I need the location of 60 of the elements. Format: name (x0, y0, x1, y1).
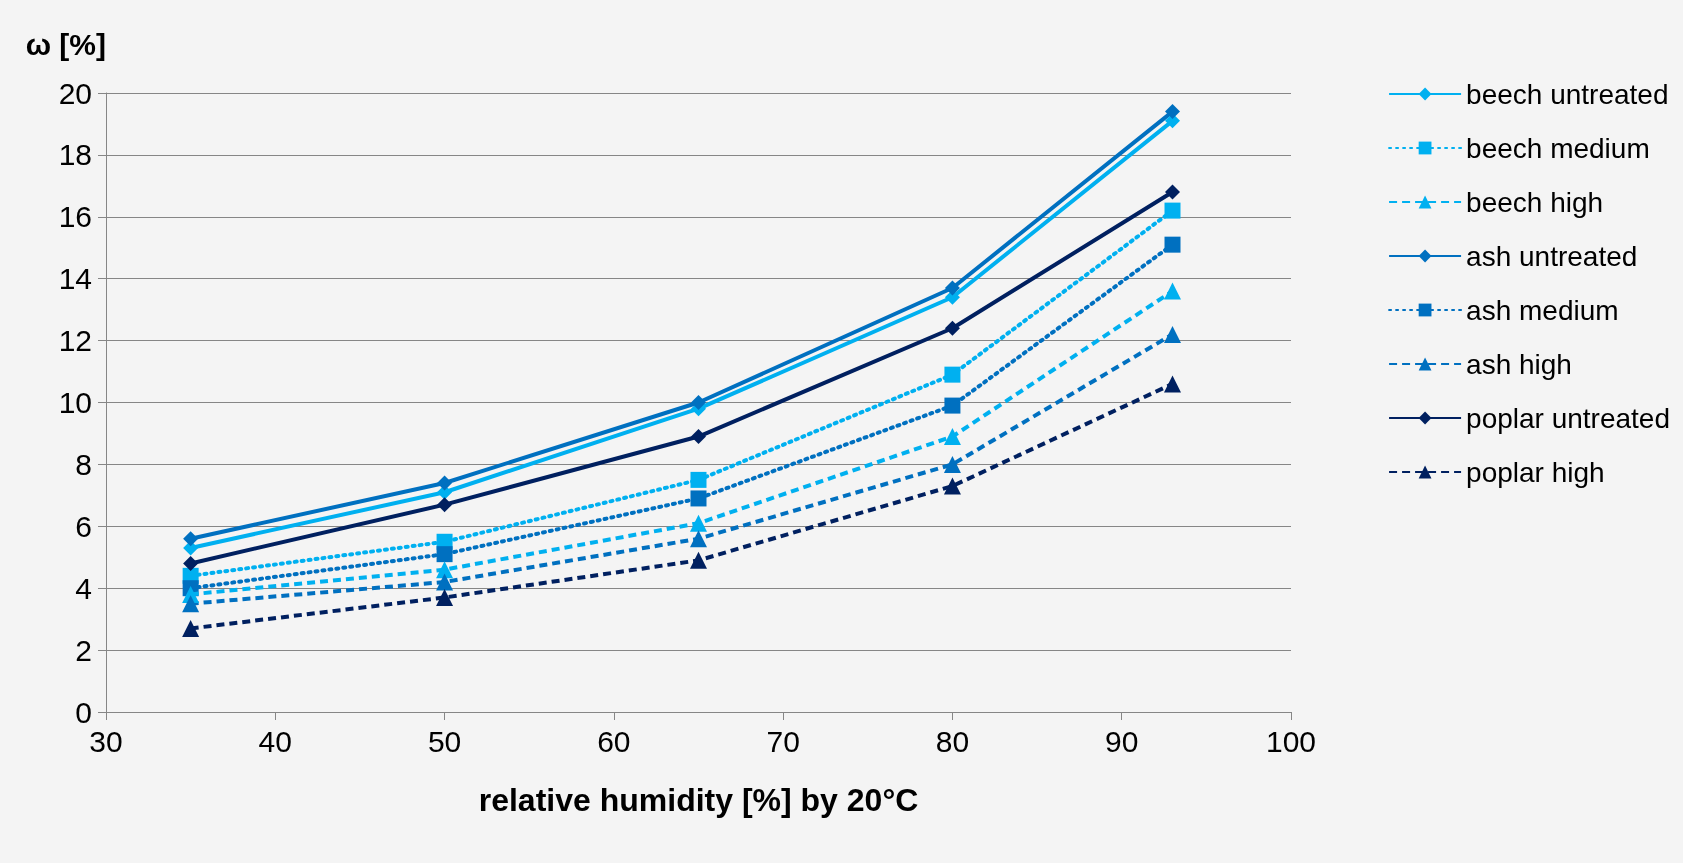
point (436, 588, 454, 606)
y-tick-label: 4 (75, 571, 92, 605)
x-axis-title: relative humidity [%] by 20°C (478, 782, 919, 818)
point (436, 546, 453, 563)
x-tick-label: 60 (597, 724, 631, 758)
y-tick-label: 12 (58, 324, 92, 358)
legend-label: beech high (1466, 186, 1604, 218)
point (943, 477, 961, 495)
point (943, 455, 961, 473)
point (436, 573, 454, 591)
legend-label: poplar high (1466, 456, 1605, 488)
point (690, 551, 707, 569)
point (183, 555, 199, 571)
y-tick-label: 14 (58, 262, 92, 296)
point (436, 561, 454, 579)
point (183, 531, 199, 547)
point (437, 497, 453, 513)
legend-label: poplar untreated (1466, 402, 1671, 434)
point (691, 395, 706, 410)
point (691, 429, 706, 445)
point (943, 428, 961, 446)
point (690, 490, 707, 507)
point (1164, 236, 1181, 253)
point (944, 366, 961, 383)
legend-label: ash medium (1466, 294, 1619, 326)
x-tick-label: 100 (1265, 724, 1317, 758)
x-tick-label: 80 (935, 724, 970, 758)
y-tick-label: 0 (75, 695, 92, 729)
point (1164, 375, 1181, 393)
legend-label: beech untreated (1466, 78, 1669, 110)
legend-label: ash high (1466, 348, 1572, 380)
x-tick-label: 40 (258, 724, 292, 758)
y-tick-label: 20 (58, 76, 92, 110)
y-tick-label: 8 (75, 447, 92, 481)
legend-label: ash untreated (1466, 240, 1638, 272)
y-tick-label: 2 (75, 633, 92, 667)
legend-label: beech medium (1466, 132, 1650, 164)
point (182, 595, 200, 613)
point (944, 397, 961, 414)
y-tick-label: 6 (75, 509, 92, 543)
point (1164, 282, 1181, 300)
point (1165, 184, 1180, 200)
point (1164, 202, 1181, 219)
point (182, 619, 200, 637)
point (1165, 104, 1180, 120)
x-tick-label: 50 (427, 724, 462, 758)
point (437, 475, 453, 491)
point (690, 530, 707, 548)
y-tick-label: 10 (58, 386, 92, 419)
point (1164, 325, 1181, 343)
x-tick-label: 30 (89, 724, 123, 758)
y-tick-label: 18 (58, 138, 92, 172)
point (690, 471, 707, 488)
point (690, 514, 707, 532)
y-axis-title: ω [%] (25, 27, 106, 61)
point (944, 320, 960, 336)
x-tick-label: 90 (1105, 724, 1139, 758)
y-tick-label: 16 (58, 200, 92, 234)
x-tick-label: 70 (766, 724, 800, 758)
point (944, 280, 960, 296)
